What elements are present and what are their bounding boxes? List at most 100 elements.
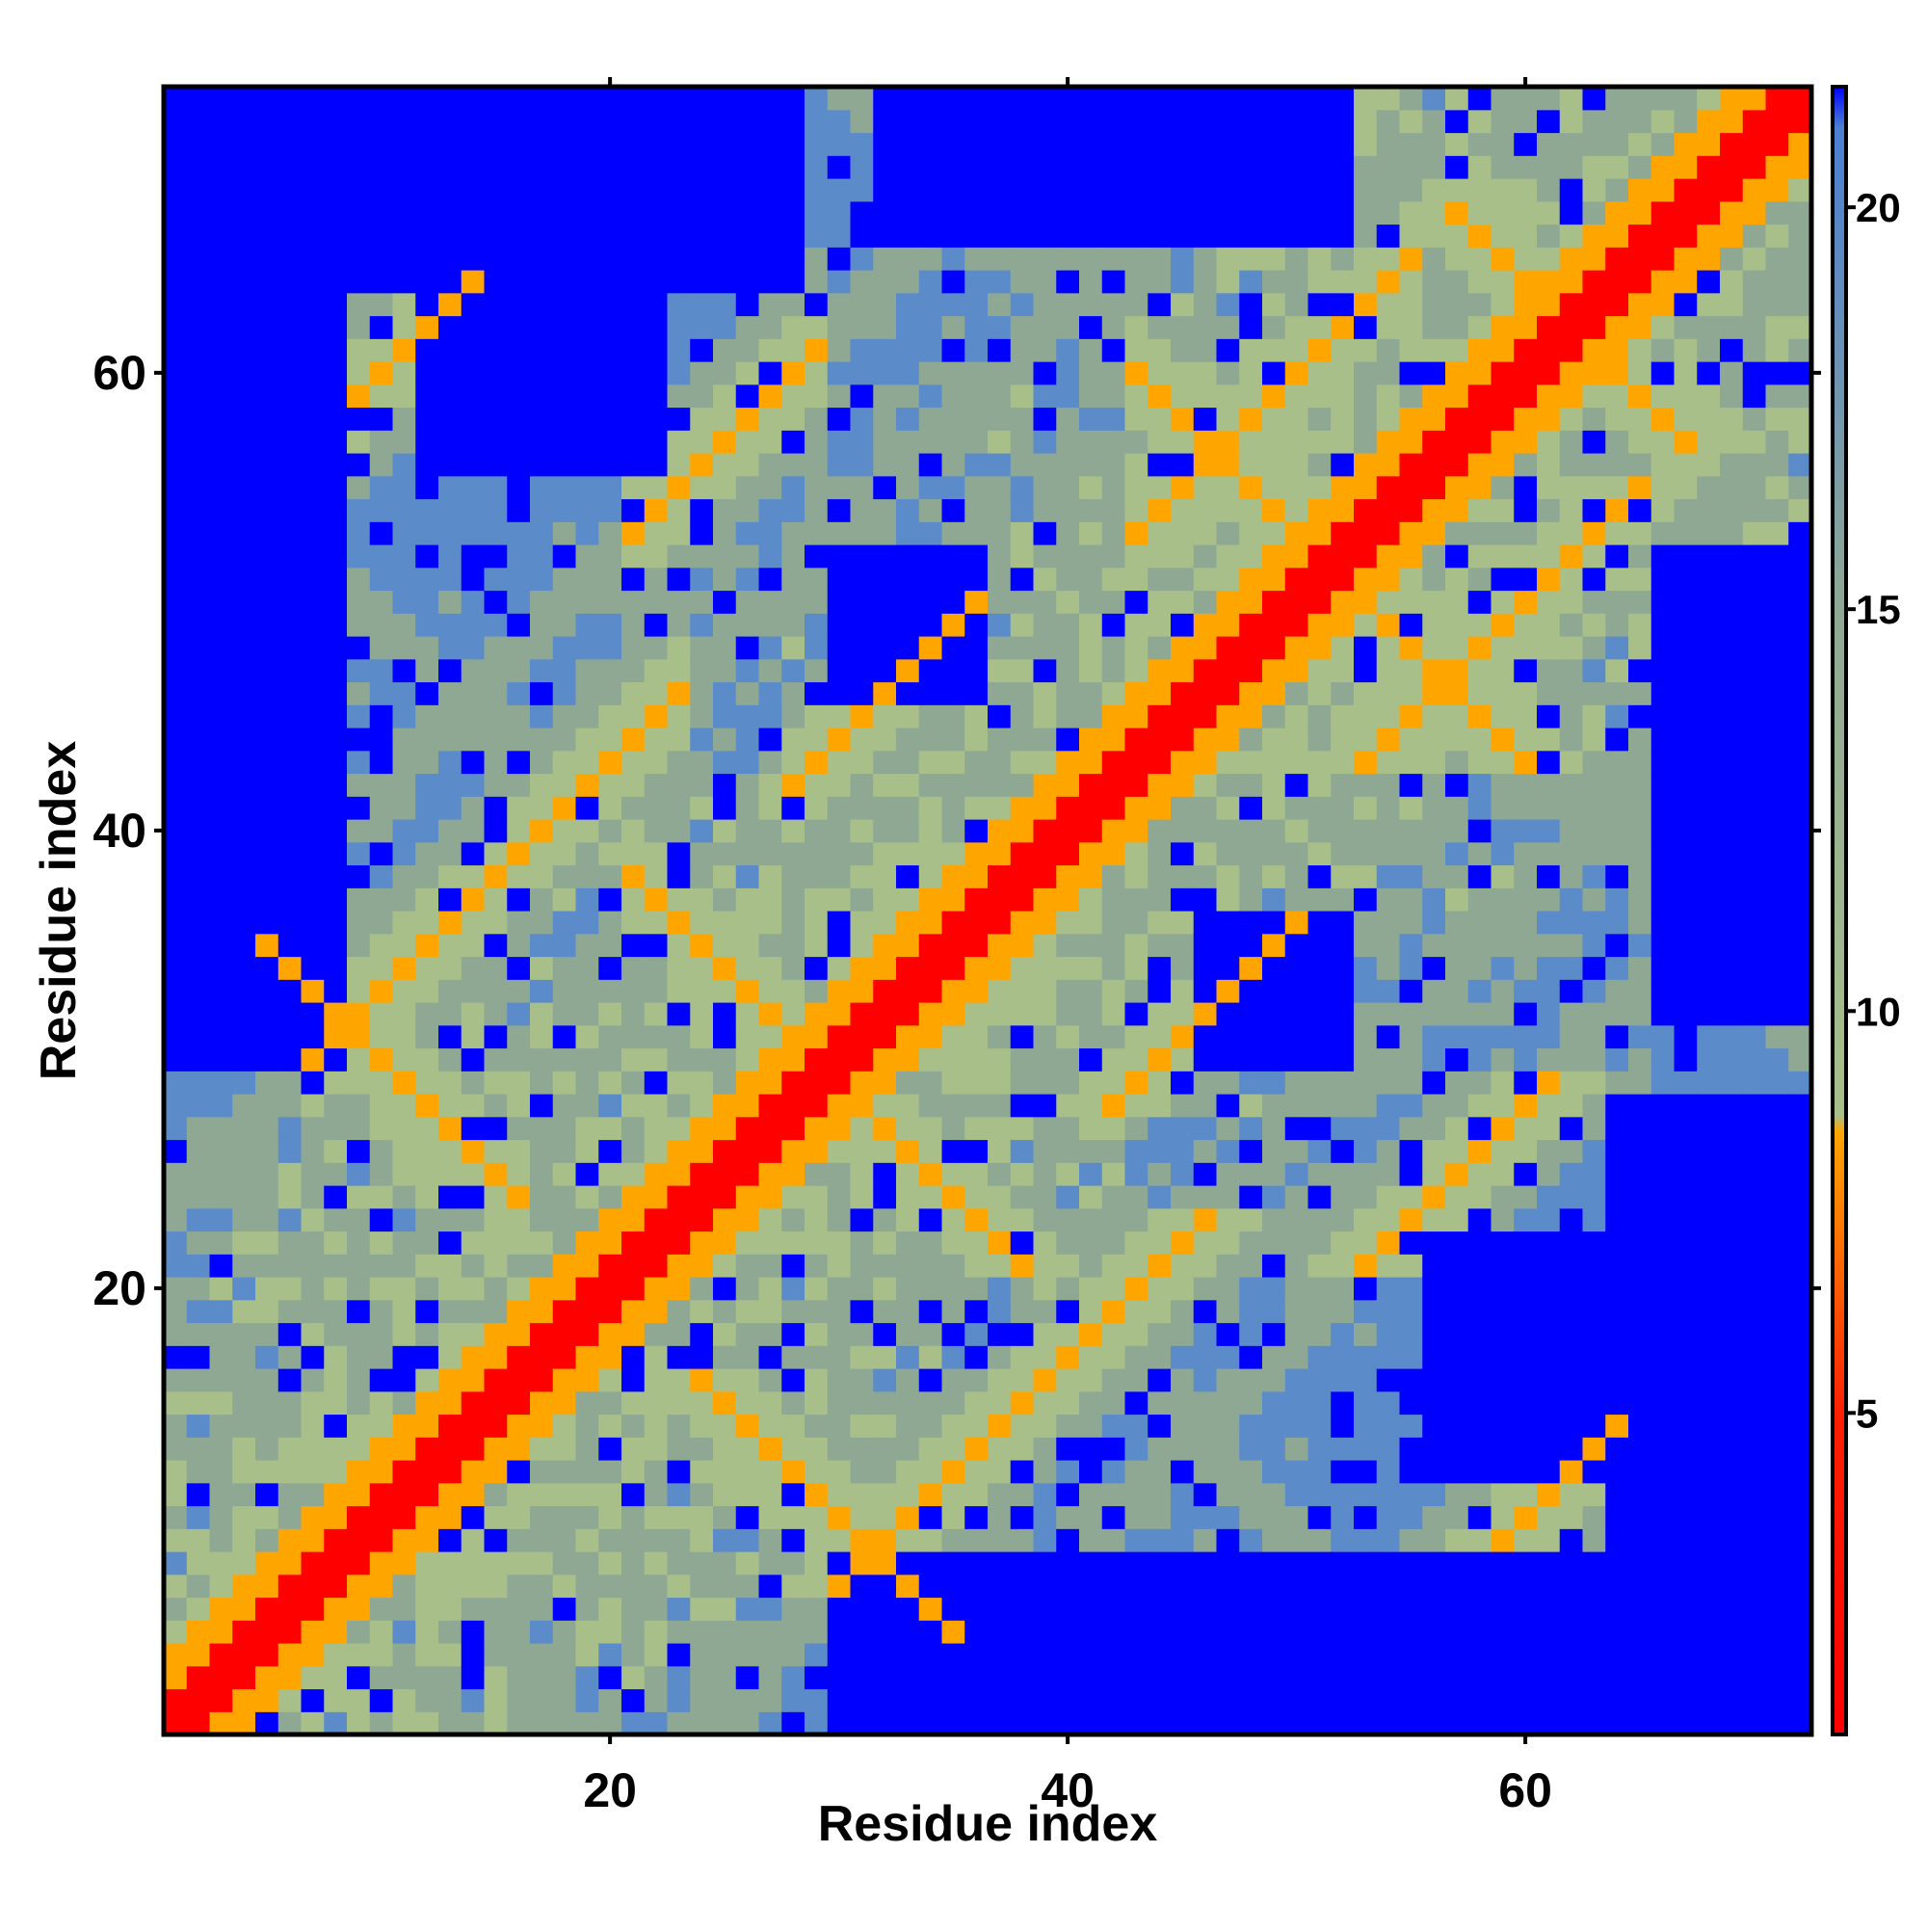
heatmap-cell [575, 132, 599, 156]
heatmap-cell [484, 292, 508, 317]
heatmap-cell [277, 200, 303, 225]
heatmap-cell [552, 544, 577, 569]
heatmap-cell [667, 979, 691, 1003]
heatmap-cell [277, 475, 303, 500]
heatmap-cell [1399, 1414, 1423, 1438]
heatmap-cell [873, 1231, 897, 1255]
heatmap-cell [781, 979, 805, 1003]
heatmap-cell [1445, 430, 1469, 454]
heatmap-cell [896, 1207, 920, 1232]
heatmap-cell [1582, 1643, 1606, 1667]
heatmap-cell [667, 636, 691, 660]
heatmap-cell [850, 1505, 874, 1529]
heatmap-cell [277, 750, 303, 775]
heatmap-cell [1216, 1414, 1240, 1438]
heatmap-cell [1399, 979, 1423, 1003]
heatmap-cell [941, 1711, 965, 1735]
heatmap-cell [301, 1185, 325, 1209]
heatmap-cell [1582, 430, 1606, 454]
heatmap-cell [713, 1207, 737, 1232]
heatmap-cell [461, 1231, 486, 1255]
heatmap-cell [209, 270, 233, 294]
heatmap-cell [598, 1185, 622, 1209]
heatmap-cell [1193, 704, 1218, 728]
heatmap-cell [1101, 1437, 1126, 1461]
heatmap-cell [186, 178, 211, 202]
heatmap-cell [1239, 1002, 1263, 1026]
heatmap-cell [232, 819, 256, 843]
heatmap-cell [1033, 1665, 1057, 1690]
heatmap-cell [552, 1322, 577, 1346]
heatmap-cell [1171, 1597, 1195, 1621]
heatmap-cell [1056, 796, 1080, 820]
heatmap-cell [713, 247, 737, 271]
heatmap-cell [1010, 87, 1035, 111]
heatmap-cell [850, 247, 874, 271]
heatmap-cell [918, 613, 943, 637]
heatmap-cell [530, 1482, 554, 1507]
heatmap-cell [484, 430, 508, 454]
heatmap-cell [347, 1390, 371, 1416]
heatmap-cell [415, 590, 439, 614]
heatmap-cell [598, 1277, 622, 1301]
heatmap-cell [1171, 1528, 1195, 1552]
heatmap-cell [1262, 430, 1286, 454]
heatmap-cell [1422, 1551, 1446, 1575]
heatmap-cell [1467, 1482, 1492, 1507]
heatmap-cell [164, 1024, 188, 1049]
heatmap-cell [1239, 407, 1263, 431]
heatmap-cell [1376, 315, 1401, 339]
heatmap-cell [1307, 453, 1332, 477]
heatmap-cell [1193, 1505, 1218, 1529]
heatmap-cell [1307, 1597, 1332, 1621]
heatmap-cell [1422, 361, 1446, 385]
heatmap-cell [530, 1162, 554, 1186]
heatmap-cell [1445, 178, 1469, 202]
heatmap-cell [164, 911, 188, 935]
heatmap-cell [1331, 887, 1355, 912]
heatmap-cell [347, 544, 371, 569]
heatmap-cell [1720, 728, 1744, 752]
heatmap-cell [1376, 681, 1401, 705]
heatmap-cell [369, 1414, 394, 1438]
heatmap-cell [1445, 1139, 1469, 1163]
heatmap-cell [1650, 773, 1676, 797]
heatmap-cell [1239, 247, 1263, 271]
heatmap-cell [1628, 590, 1652, 614]
heatmap-cell [1079, 109, 1103, 134]
heatmap-cell [1239, 1254, 1263, 1278]
heatmap-cell [392, 87, 416, 111]
heatmap-cell [964, 498, 989, 522]
heatmap-cell [347, 681, 371, 705]
heatmap-cell [1742, 1574, 1767, 1599]
heatmap-cell [1124, 1185, 1148, 1209]
heatmap-cell [964, 247, 989, 271]
heatmap-cell [850, 1551, 874, 1575]
heatmap-cell [1331, 613, 1355, 637]
heatmap-cell [1010, 453, 1035, 477]
heatmap-cell [1331, 1482, 1355, 1507]
heatmap-cell [301, 1437, 325, 1461]
heatmap-cell [1467, 1162, 1492, 1186]
heatmap-cell [896, 315, 920, 339]
heatmap-cell [598, 750, 622, 775]
heatmap-cell [873, 1094, 897, 1118]
heatmap-cell [530, 773, 554, 797]
heatmap-cell [1010, 1185, 1035, 1209]
heatmap-cell [255, 1185, 279, 1209]
heatmap-cell [1331, 224, 1355, 248]
heatmap-cell [667, 178, 691, 202]
heatmap-cell [1331, 864, 1355, 888]
heatmap-cell [186, 1368, 211, 1392]
heatmap-cell [1674, 933, 1698, 958]
heatmap-cell [255, 1597, 279, 1621]
heatmap-cell [781, 590, 805, 614]
heatmap-cell [552, 1528, 577, 1552]
heatmap-cell [1079, 292, 1103, 317]
heatmap-cell [827, 1414, 852, 1438]
heatmap-cell [644, 796, 669, 820]
heatmap-cell [369, 1231, 394, 1255]
heatmap-cell [1262, 132, 1286, 156]
heatmap-cell [1193, 1002, 1218, 1026]
heatmap-cell [667, 132, 691, 156]
